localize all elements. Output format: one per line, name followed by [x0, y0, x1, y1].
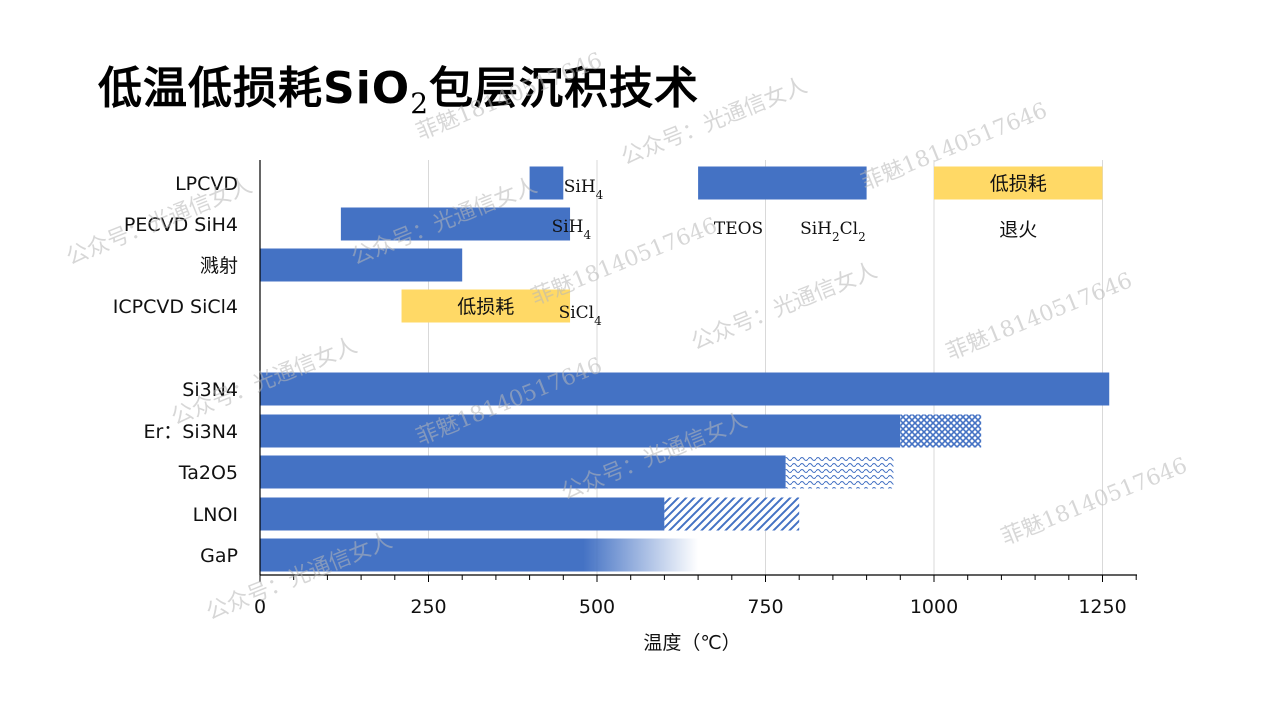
bar-3-0: [401, 289, 571, 323]
row-label-4: Si3N4: [182, 379, 238, 401]
x-tick-label-1000: 1000: [910, 596, 958, 618]
bar-7-1: [664, 497, 800, 531]
bar-text-3-0: 低损耗: [457, 296, 514, 318]
watermark-1: 菲魅18140517646: [413, 48, 606, 145]
title-part-2: 包层沉积技术: [429, 63, 700, 114]
x-tick-label-500: 500: [579, 596, 615, 618]
watermark-7: 菲魅18140517646: [943, 268, 1136, 365]
bar-8-0: [260, 538, 699, 572]
row-label-3: ICPCVD SiCl4: [113, 296, 238, 318]
watermark-11: 菲魅18140517646: [998, 453, 1191, 550]
row-label-0: LPCVD: [175, 173, 238, 195]
x-tick-label-0: 0: [254, 596, 266, 618]
annotation-0-0: SiH4: [564, 177, 604, 202]
watermark-2: 公众号：光通信女人: [618, 73, 811, 170]
bar-4-0: [260, 372, 1110, 406]
title-subscript: 2: [410, 86, 430, 120]
bar-6-1: [785, 455, 894, 489]
bar-7-0: [260, 497, 665, 531]
title-part-1: 低温低损耗SiO: [98, 63, 411, 114]
row-label-5: Er：Si3N4: [143, 421, 238, 443]
row-label-8: GaP: [200, 545, 238, 567]
row-label-1: PECVD SiH4: [124, 214, 238, 236]
x-axis: 0 250 500 750 1000 1250 温度（℃）: [254, 160, 1137, 654]
bar-0-2: [934, 166, 1103, 200]
row-label-7: LNOI: [193, 504, 238, 526]
annotation-0-1: TEOS: [714, 219, 763, 239]
x-tick-label-1250: 1250: [1078, 596, 1126, 618]
bar-2-0: [260, 248, 463, 282]
bar-0-1: [698, 166, 867, 200]
bar-5-1: [900, 414, 982, 448]
x-axis-title: 温度（℃）: [643, 632, 740, 654]
watermark-6: 公众号：光通信女人: [688, 258, 881, 355]
slide-title: 低温低损耗SiO2包层沉积技术: [98, 52, 699, 120]
annotation-3-0: SiCl4: [559, 303, 603, 328]
bar-text-0-2: 低损耗: [990, 173, 1047, 195]
row-label-6: Ta2O5: [178, 462, 238, 484]
row-label-2: 溅射: [200, 255, 238, 277]
row-labels: LPCVD PECVD SiH4 溅射 ICPCVD SiCl4 Si3N4 Er：Si3…: [113, 173, 238, 567]
annotation-0-3: 退火: [999, 219, 1037, 241]
x-tick-label-250: 250: [410, 596, 446, 618]
x-tick-label-750: 750: [747, 596, 783, 618]
bar-0-0: [529, 166, 564, 200]
bar-5-0: [260, 414, 901, 448]
annotation-0-2: SiH2Cl2: [800, 219, 866, 244]
bar-6-0: [260, 455, 786, 489]
bar-1-0: [340, 207, 571, 241]
